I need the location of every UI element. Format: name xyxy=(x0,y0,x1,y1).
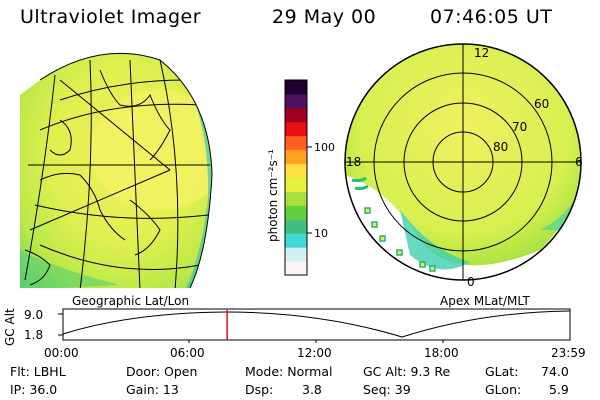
left-panel-caption: Geographic Lat/Lon xyxy=(72,294,190,308)
polar-mlat-mlt-plot xyxy=(344,43,582,281)
alt-plot-ylabel: GC Alt xyxy=(3,308,17,346)
status-glat-label: GLat: xyxy=(485,364,519,379)
colorbar-band xyxy=(285,93,307,109)
x-tick-1800: 18:00 xyxy=(424,346,459,360)
mlt-label-top: 12 xyxy=(474,46,490,60)
colorbar-tick-10: 10 xyxy=(314,227,328,240)
mlt-label-bottom: 0 xyxy=(467,275,475,289)
status-ip: IP: 36.0 xyxy=(10,382,58,397)
colorbar-band xyxy=(285,247,307,262)
right-panel-caption: Apex MLat/MLT xyxy=(440,294,530,308)
lat-label-80: 80 xyxy=(493,140,509,154)
date-display: 29 May 00 xyxy=(272,6,377,28)
x-tick-2359: 23:59 xyxy=(551,346,586,360)
mlt-label-right: 6 xyxy=(575,155,583,169)
colorbar-band xyxy=(285,261,307,276)
status-gc-alt: GC Alt: 9.3 Re xyxy=(363,364,451,379)
colorbar-band xyxy=(285,121,307,137)
colorbar-band xyxy=(285,149,307,165)
app-title: Ultraviolet Imager xyxy=(20,6,202,28)
mlt-label-left: 18 xyxy=(346,155,362,169)
status-glon-label: GLon: xyxy=(485,382,522,397)
x-tick-0000: 00:00 xyxy=(44,346,79,360)
status-filter: Flt: LBHL xyxy=(10,364,66,379)
time-display: 07:46:05 UT xyxy=(430,6,553,28)
alt-tick-9: 9.0 xyxy=(24,308,44,322)
colorbar-band xyxy=(285,191,307,206)
status-dsp-value: 3.8 xyxy=(302,382,322,397)
geographic-map xyxy=(20,52,213,289)
colorbar-band xyxy=(285,135,307,151)
colorbar-unit-label: photon cm⁻²s⁻¹ xyxy=(266,149,280,242)
x-tick-0600: 06:00 xyxy=(170,346,205,360)
altitude-plot xyxy=(58,308,571,343)
colorbar-tick-100: 100 xyxy=(314,141,335,154)
lat-label-70: 70 xyxy=(512,120,528,134)
status-mode: Mode: Normal xyxy=(245,364,333,379)
colorbar xyxy=(285,80,307,276)
colorbar-band xyxy=(285,233,307,248)
colorbar-band xyxy=(285,219,307,234)
colorbar-band xyxy=(285,163,307,178)
status-dsp-label: Dsp: xyxy=(245,382,274,397)
colorbar-band xyxy=(285,177,307,192)
lat-label-60: 60 xyxy=(534,97,550,111)
colorbar-band xyxy=(285,107,307,123)
status-glat-value: 74.0 xyxy=(541,364,569,379)
colorbar-band xyxy=(285,205,307,220)
status-gain: Gain: 13 xyxy=(126,382,179,397)
status-door: Door: Open xyxy=(126,364,198,379)
colorbar-band xyxy=(285,80,307,95)
status-glon-value: 5.9 xyxy=(549,382,569,397)
x-tick-1200: 12:00 xyxy=(297,346,332,360)
status-seq: Seq: 39 xyxy=(363,382,411,397)
alt-tick-1.8: 1.8 xyxy=(24,328,44,342)
